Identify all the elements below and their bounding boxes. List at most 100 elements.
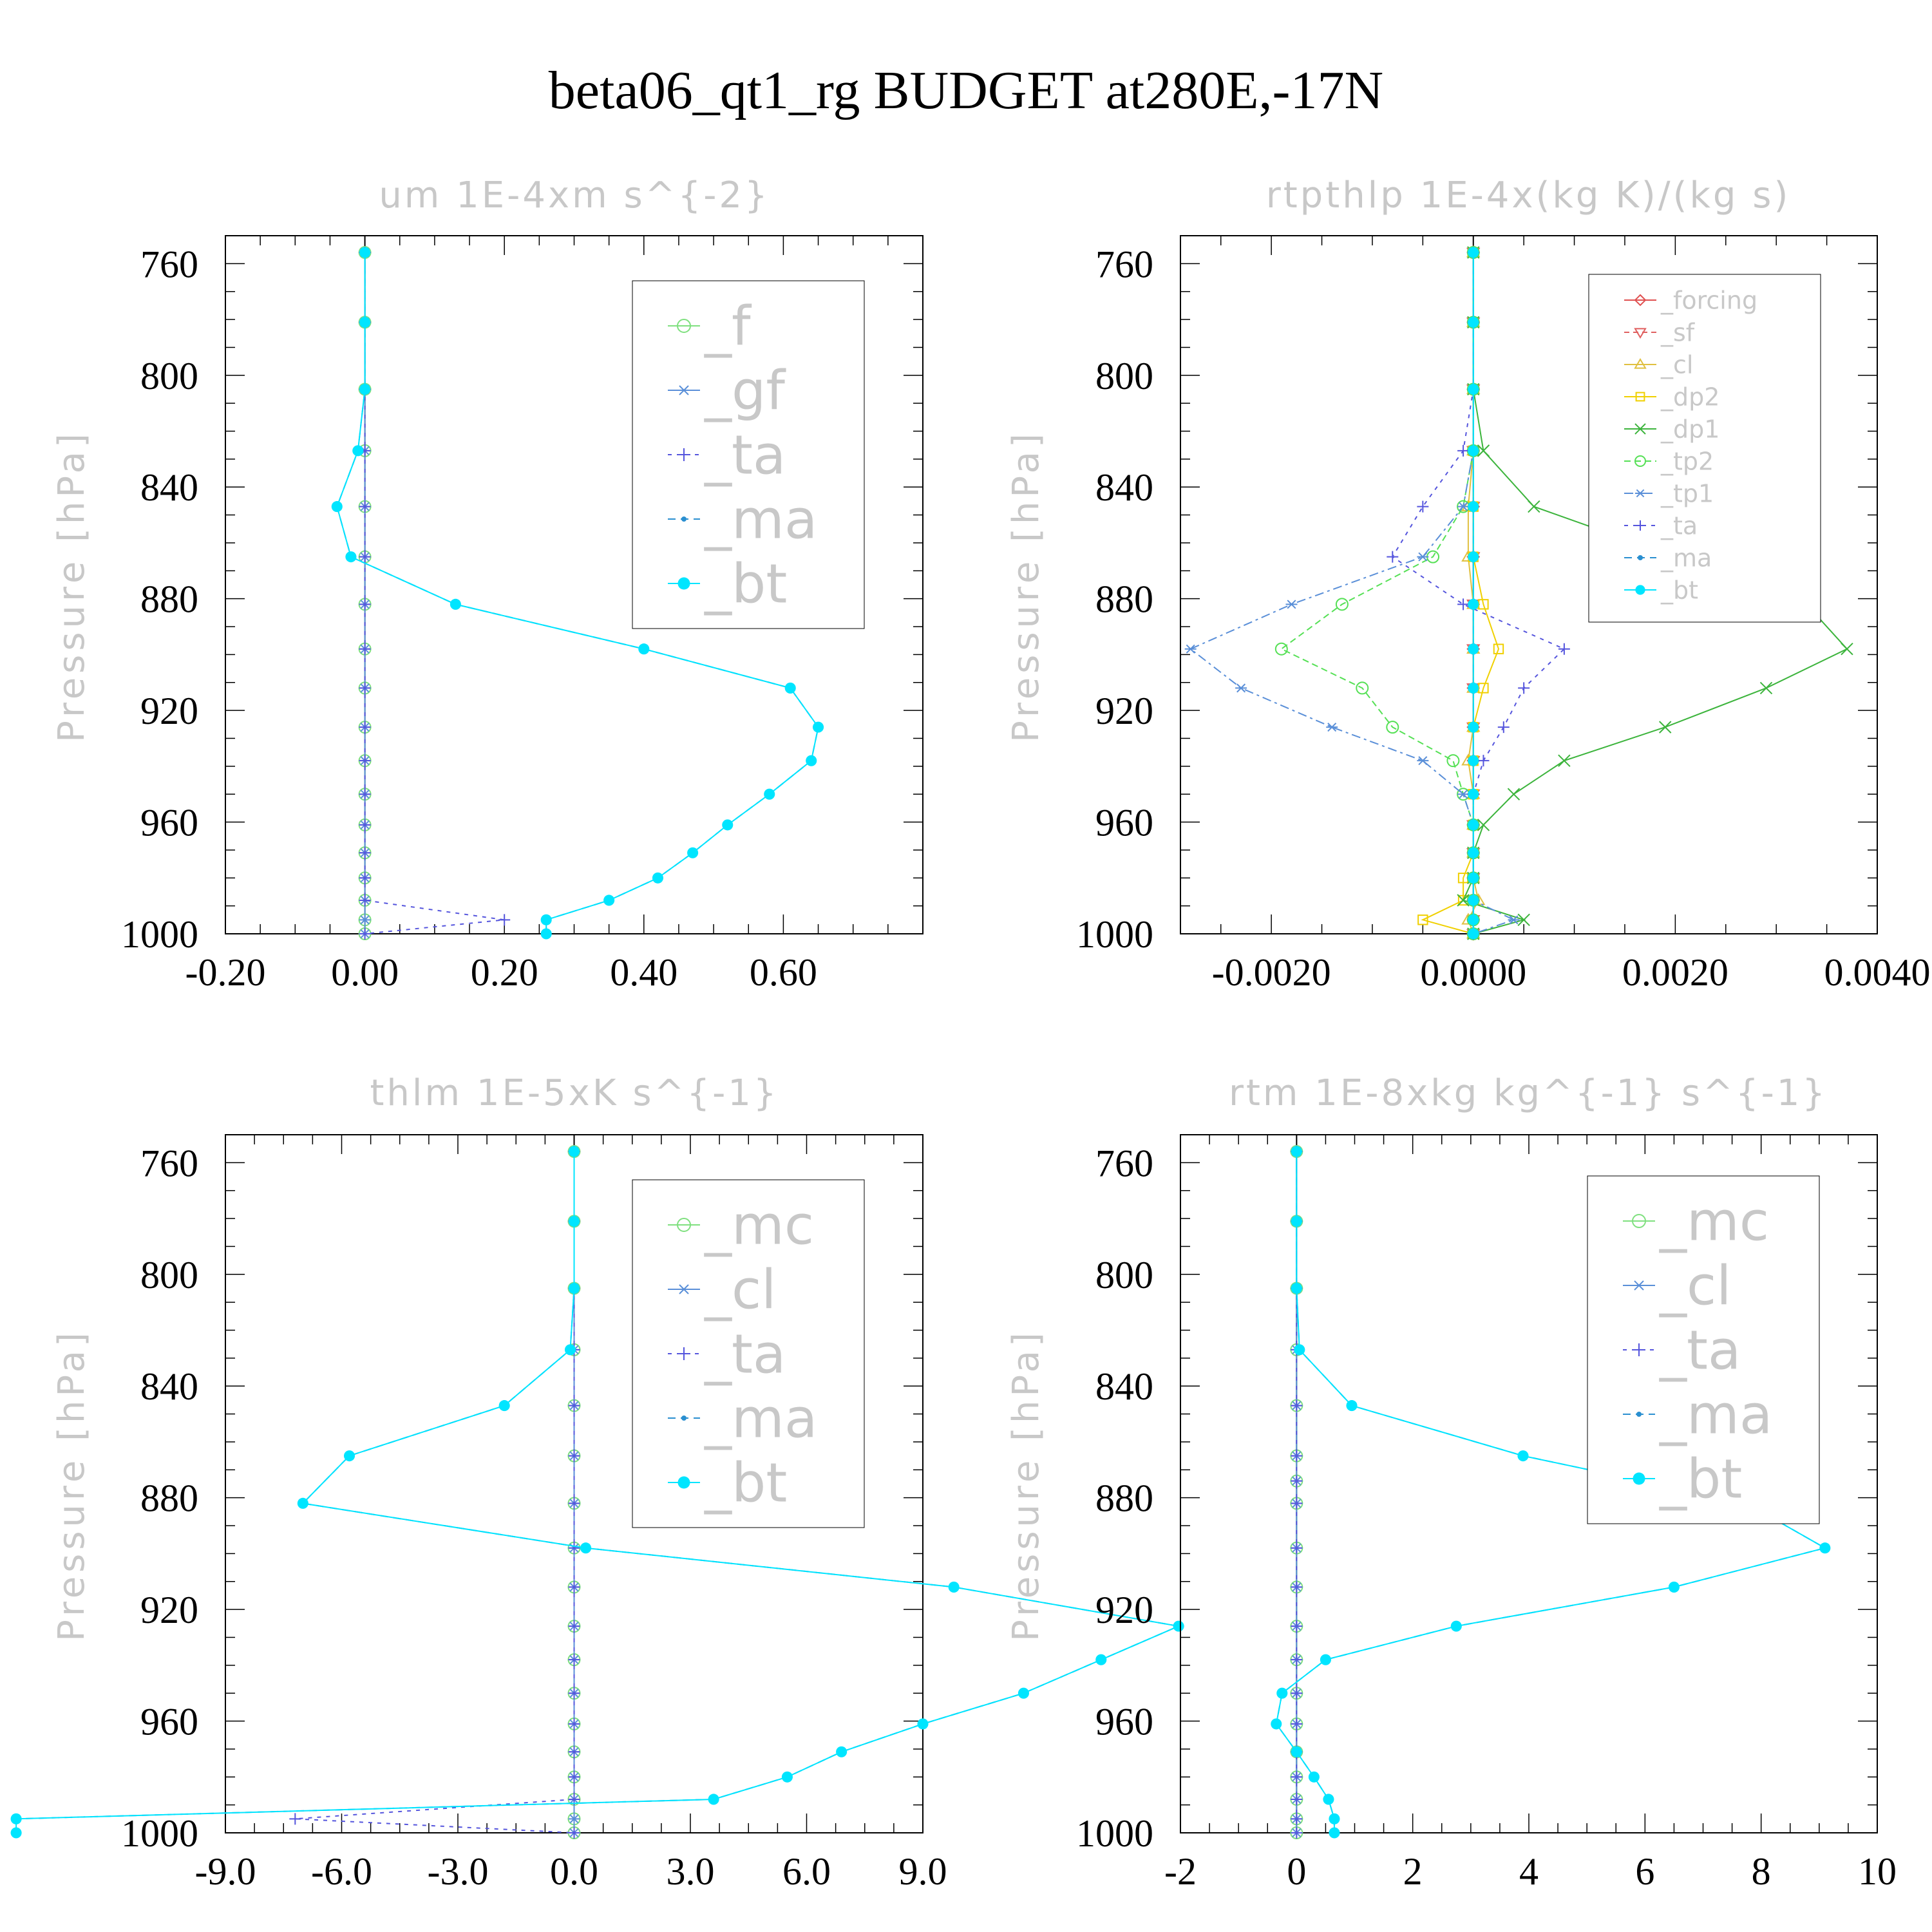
series-line [15, 1151, 1181, 1833]
marker-plus [359, 682, 371, 694]
marker-plus [359, 598, 371, 611]
marker-filled-circle [1517, 1450, 1529, 1462]
legend-item: _ta [668, 423, 786, 486]
marker-plus [568, 1654, 580, 1666]
marker-plus [1291, 1620, 1303, 1633]
y-tick-label: 880 [140, 1477, 198, 1520]
marker-plus [568, 1620, 580, 1633]
y-tick-label: 760 [1095, 243, 1153, 285]
marker-filled-circle [1468, 872, 1479, 884]
legend-label: _cl [704, 1258, 777, 1321]
marker-plus [359, 755, 371, 767]
marker-cross [1507, 788, 1520, 800]
marker-plus [359, 788, 371, 800]
marker-filled-circle [1468, 928, 1479, 940]
legend-item: _mc [668, 1193, 814, 1256]
series-bt [331, 247, 824, 940]
x-tick-label: 0.00 [331, 951, 399, 994]
marker-plus [1518, 682, 1530, 694]
panel-rtpthlp: rtpthlp 1E-4x(kg K)/(kg s) Pressure [hPa… [1005, 175, 1931, 994]
marker-asterisk [1457, 502, 1470, 511]
marker-filled-circle [1468, 445, 1479, 457]
marker-asterisk [1285, 600, 1298, 609]
legend-item: _ta [1623, 1318, 1741, 1381]
marker-filled-circle [568, 1146, 580, 1157]
y-tick-label: 1000 [1076, 913, 1153, 956]
marker-filled-circle [540, 914, 552, 925]
y-tick-label: 960 [1095, 1701, 1153, 1743]
marker-plus [1291, 1475, 1303, 1487]
series-bt [1468, 247, 1479, 940]
marker-asterisk [1417, 756, 1429, 766]
marker-filled-circle [948, 1581, 960, 1593]
marker-plus [568, 1718, 580, 1730]
marker-filled-circle [1271, 1718, 1282, 1730]
y-tick-label: 960 [1095, 802, 1153, 844]
marker-asterisk [1457, 790, 1470, 799]
x-tick-label: -3.0 [428, 1850, 489, 1893]
marker-filled-circle [1329, 1827, 1340, 1839]
marker-filled-circle [1468, 247, 1479, 258]
marker-filled-circle [1276, 1687, 1288, 1699]
marker-filled-circle [10, 1827, 22, 1839]
marker-triangle-down [1634, 328, 1647, 339]
marker-plus [1457, 598, 1470, 611]
legend-label: _f [704, 294, 752, 357]
plot-area: -0.0020 0.0000 0.0020 0.0040 760 800 840 880 920… [1076, 235, 1931, 994]
marker-filled-circle [359, 383, 371, 395]
marker-filled-circle [345, 551, 357, 563]
y-tick-label: 920 [140, 690, 198, 732]
panel-title: rtpthlp 1E-4x(kg K)/(kg s) [1266, 175, 1791, 216]
marker-filled-circle [580, 1542, 592, 1554]
legend: _mc_cl_ta_ma_bt [1587, 1175, 1820, 1524]
legend-item: _forcing [1624, 286, 1757, 314]
marker-circle [1335, 598, 1349, 611]
legend-item: _cl [668, 1258, 777, 1321]
marker-asterisk [1417, 552, 1429, 562]
marker-filled-circle [1668, 1581, 1680, 1593]
legend: _forcing _sf _cl _dp2 _dp1 _tp2 _tp1 _ta _ma _bt [1588, 274, 1821, 623]
x-tick-label: 0.0000 [1420, 951, 1526, 994]
marker-filled-circle [343, 1450, 355, 1462]
legend-item: _cl [1623, 1254, 1732, 1317]
y-tick-label: 1000 [121, 913, 198, 956]
y-tick-label: 840 [1095, 466, 1153, 509]
legend-label: _ma [1659, 1383, 1772, 1446]
legend-item: _sf [1624, 318, 1696, 346]
marker-filled-circle [568, 1282, 580, 1294]
marker-plus [1291, 1827, 1303, 1839]
marker-plus [1291, 1813, 1303, 1825]
marker-filled-circle [687, 847, 699, 858]
panel-title: thlm 1E-5xK s^{-1} [370, 1072, 779, 1114]
marker-filled-circle [359, 247, 371, 258]
marker-filled-circle [1308, 1771, 1320, 1783]
plot-area: -9.0 -6.0 -3.0 0.0 3.0 6.0 9.0 760 800 840 880 920 9… [10, 1134, 1184, 1893]
marker-plus [1291, 1771, 1303, 1783]
marker-cross [1759, 681, 1773, 695]
x-tick-label: 2 [1403, 1850, 1423, 1893]
marker-filled-circle [331, 501, 343, 513]
marker-triangle-up [1634, 358, 1647, 369]
y-tick-label: 800 [1095, 355, 1153, 397]
marker-cross [1558, 754, 1571, 767]
marker-cross [1658, 721, 1672, 734]
legend-label: _cl [1660, 350, 1693, 379]
y-axis-label: Pressure [hPa] [51, 1329, 93, 1642]
y-tick-label: 1000 [1076, 1812, 1153, 1855]
marker-filled-circle [1329, 1813, 1340, 1824]
y-tick-label: 920 [1095, 690, 1153, 732]
marker-filled-circle [1173, 1620, 1184, 1632]
y-tick-label: 920 [140, 1589, 198, 1631]
x-tick-label: -0.20 [185, 951, 266, 994]
marker-plus [568, 1827, 580, 1839]
panel-title: um 1E-4xm s^{-2} [379, 175, 770, 216]
legend-label: _bt [704, 1451, 787, 1514]
legend-item: _ta [1624, 511, 1698, 540]
marker-asterisk [677, 1284, 690, 1294]
marker-plus [568, 1497, 580, 1510]
x-tick-label: 4 [1519, 1850, 1539, 1893]
legend-item: _dp1 [1624, 415, 1719, 443]
x-tick-label: 6 [1635, 1850, 1654, 1893]
x-tick-label: 3.0 [667, 1850, 715, 1893]
